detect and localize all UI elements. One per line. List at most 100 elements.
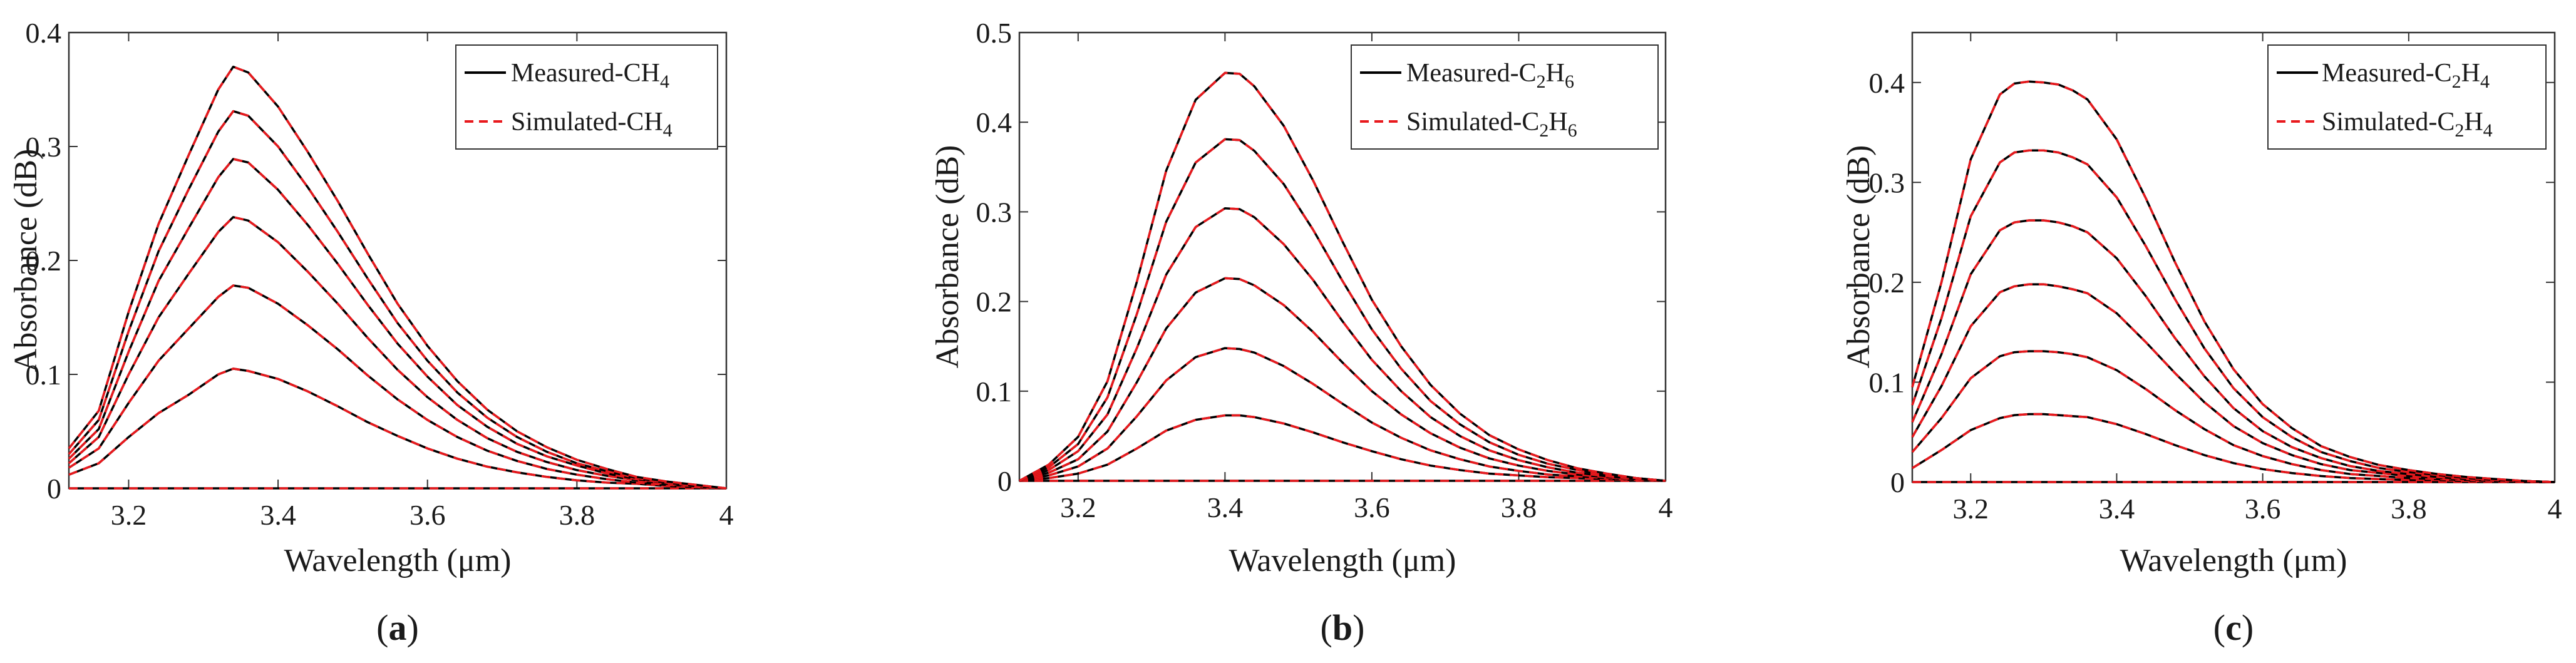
formula-text: H — [2461, 59, 2480, 88]
simulated-line-3 — [1911, 283, 2555, 483]
legend-measured-label: Measured-C2​H4​ — [2322, 59, 2490, 92]
legend-box — [1351, 44, 1659, 150]
y-axis-label: Absorbance (dB) — [930, 145, 966, 369]
x-tick-label: 3.8 — [1501, 491, 1537, 523]
x-tick-label: 3.6 — [410, 499, 446, 531]
formula-subscript: 4 — [663, 120, 672, 141]
formula-text: C — [1522, 108, 1539, 136]
formula-subscript: 2 — [2452, 71, 2461, 92]
formula-text: CH — [624, 59, 660, 88]
simulated-line-5 — [68, 110, 727, 490]
y-tick-label: 0.4 — [1869, 67, 1905, 99]
panel-b: 3.2 3.4 3.6 3.8 4 0 0.1 0.2 0.3 0.4 0.5 Absorbance… — [930, 17, 1673, 648]
simulated-line-6 — [68, 65, 727, 490]
y-tick-label: 0 — [997, 465, 1012, 497]
y-tick-label: 0.2 — [1869, 267, 1905, 299]
y-axis-label: Absorbance (dB) — [1841, 145, 1877, 369]
formula-text: H — [2464, 108, 2483, 136]
legend-simulated-label: Simulated-C2​H4​ — [2322, 108, 2493, 141]
formula-subscript: 4 — [660, 71, 669, 92]
y-axis-label: Absorbance (dB) — [8, 149, 44, 373]
x-tick-label: 4 — [1659, 491, 1673, 523]
measured-line-1 — [1019, 414, 1666, 482]
legend-simulated-prefix: Simulated- — [2322, 108, 2437, 136]
legend-measured-label: Measured-C2​H6​ — [1406, 59, 1574, 92]
x-tick-label: 3.8 — [559, 499, 595, 531]
x-tick-label: 3.2 — [1953, 493, 1989, 525]
x-tick-label: 3.2 — [1060, 491, 1096, 523]
simulated-line-6 — [1911, 80, 2555, 483]
axis-ticks: 3.2 3.4 3.6 3.8 4 0 0.1 0.2 0.3 0.4 — [1869, 33, 2562, 525]
y-tick-label: 0.2 — [976, 286, 1012, 318]
legend-measured-prefix: Measured- — [511, 59, 624, 88]
simulated-line-2 — [1911, 350, 2555, 483]
x-axis-label: Wavelength (μm) — [284, 543, 511, 578]
x-tick-label: 3.2 — [111, 499, 147, 531]
simulated-line-6 — [1019, 71, 1666, 482]
y-tick-label: 0.2 — [26, 245, 62, 277]
legend: Measured-CH4​ Simulated-CH4​ — [455, 44, 718, 150]
panel-caption-letter: c — [2225, 607, 2242, 648]
x-tick-label: 4 — [2548, 493, 2562, 525]
formula-text: C — [2437, 108, 2455, 136]
formula-subscript: 2 — [1539, 120, 1548, 141]
formula-subscript: 2 — [1537, 71, 1546, 92]
formula-subscript: 6 — [1568, 120, 1577, 141]
legend-simulated-formula: C2​H6​ — [1522, 108, 1577, 141]
legend-simulated-label: Simulated-CH4​ — [511, 108, 672, 141]
legend-simulated-prefix: Simulated- — [1406, 108, 1522, 136]
legend-measured-formula: C2​H4​ — [2434, 59, 2490, 92]
simulated-line-4 — [1019, 207, 1666, 482]
formula-text: C — [1519, 59, 1537, 88]
simulated-line-1 — [68, 367, 727, 490]
panel-a: 3.2 3.4 3.6 3.8 4 0 0.1 0.2 0.3 0.4 Absorbance (d… — [8, 17, 734, 648]
x-tick-label: 4 — [719, 499, 734, 531]
panel-caption-letter: a — [389, 607, 407, 648]
simulated-line-5 — [1911, 149, 2555, 483]
legend-box — [2267, 44, 2547, 150]
simulated-line-3 — [68, 216, 727, 490]
formula-subscript: 4 — [2480, 71, 2490, 92]
y-tick-label: 0.4 — [26, 17, 62, 49]
legend: Measured-C2​H6​ Simulated-C2​H6​ — [1351, 44, 1659, 150]
formula-subscript: 4 — [2483, 120, 2493, 141]
legend-measured-formula: CH4​ — [624, 59, 669, 92]
simulated-line-1 — [1912, 413, 2555, 483]
x-axis-label: Wavelength (μm) — [2120, 543, 2347, 578]
data-series — [1911, 80, 2555, 483]
y-tick-label: 0.5 — [976, 17, 1012, 49]
x-tick-label: 3.6 — [2245, 493, 2281, 525]
y-tick-label: 0.1 — [1869, 366, 1905, 398]
simulated-line-4 — [68, 158, 727, 490]
formula-subscript: 2 — [2455, 120, 2464, 141]
x-axis-label: Wavelength (μm) — [1229, 543, 1456, 578]
panel-caption-letter: b — [1332, 607, 1352, 648]
simulated-line-2 — [68, 284, 727, 490]
legend-simulated-formula: CH4​ — [626, 108, 672, 141]
legend-simulated-formula: C2​H4​ — [2437, 108, 2492, 141]
formula-text: CH — [626, 108, 662, 136]
legend-simulated-label: Simulated-C2​H6​ — [1406, 108, 1577, 141]
y-tick-label: 0.1 — [26, 359, 62, 391]
panel-c: 3.2 3.4 3.6 3.8 4 0 0.1 0.2 0.3 0.4 Absorbance (d… — [1841, 31, 2562, 648]
x-tick-label: 3.8 — [2391, 493, 2427, 525]
legend-measured-label: Measured-CH4​ — [511, 59, 669, 92]
panel-caption: (a) — [376, 607, 419, 648]
axis-ticks: 3.2 3.4 3.6 3.8 4 0 0.1 0.2 0.3 0.4 0.5 — [976, 17, 1673, 523]
formula-subscript: 6 — [1565, 71, 1574, 92]
y-tick-label: 0.3 — [26, 131, 62, 163]
y-tick-label: 0 — [1890, 466, 1905, 498]
formula-text: H — [1546, 59, 1565, 88]
legend: Measured-C2​H4​ Simulated-C2​H4​ — [2267, 44, 2547, 150]
x-tick-label: 3.6 — [1354, 491, 1390, 523]
x-tick-label: 3.4 — [2099, 493, 2135, 525]
y-tick-label: 0.1 — [976, 376, 1012, 408]
legend-box — [455, 44, 718, 150]
simulated-line-5 — [1019, 138, 1666, 482]
y-tick-label: 0.3 — [1869, 167, 1905, 198]
legend-measured-formula: C2​H6​ — [1519, 59, 1574, 92]
legend-simulated-prefix: Simulated- — [511, 108, 626, 136]
panel-caption: (c) — [2213, 607, 2254, 648]
